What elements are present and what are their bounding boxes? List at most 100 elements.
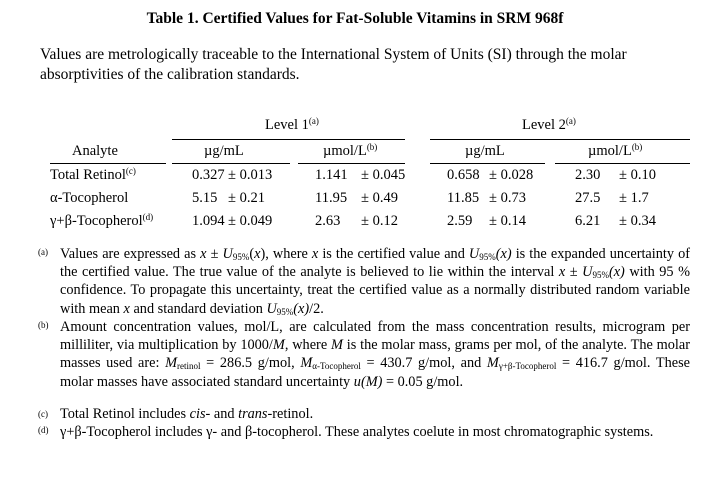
text-segment: trans xyxy=(238,406,268,422)
text-segment: M xyxy=(486,355,499,372)
text-segment: α-Tocopherol xyxy=(312,361,361,372)
text-segment: x xyxy=(123,300,130,317)
uncertainty: ± 0.028 xyxy=(489,167,534,183)
text-segment: retinol xyxy=(177,361,201,372)
text-segment: ), where xyxy=(260,246,312,262)
text-segment: is the certified value and xyxy=(318,246,469,262)
level-1-label: Level 1 xyxy=(265,117,309,133)
table-title: Table 1. Certified Values for Fat-Solubl… xyxy=(146,10,564,27)
certified-value: 1.094 xyxy=(192,213,225,229)
footnote-ref: (d) xyxy=(142,212,154,222)
header-rule xyxy=(555,163,690,164)
uncertainty: ± 0.10 xyxy=(619,167,656,183)
text-segment: (x) xyxy=(293,300,310,317)
text-segment: x xyxy=(311,246,319,262)
text-segment: 95% xyxy=(232,252,250,262)
unit-label: µmol/L xyxy=(323,143,367,159)
text-segment: x xyxy=(254,246,261,262)
table-cell: 2.63 ± 0.12 xyxy=(315,213,398,230)
table-cell: 11.85 ± 0.73 xyxy=(447,190,526,207)
level-1-rule xyxy=(172,139,405,140)
footnote-ref: (b) xyxy=(366,142,378,152)
uncertainty: ± 1.7 xyxy=(619,190,649,206)
footnote-label: (b) xyxy=(38,320,49,330)
certified-value: 2.30 xyxy=(575,167,601,183)
analyte-label: Total Retinol xyxy=(50,167,126,183)
uncertainty: ± 0.14 xyxy=(489,213,526,229)
table-cell: 2.59 ± 0.14 xyxy=(447,213,526,230)
certified-value: 6.21 xyxy=(575,213,601,229)
footnote-label: (d) xyxy=(38,425,49,435)
uncertainty: ± 0.12 xyxy=(361,213,398,229)
text-segment: (M) xyxy=(360,373,383,390)
header-rule xyxy=(298,163,405,164)
text-segment: (x) xyxy=(495,246,512,262)
footnote-d: γ+β-Tocopherol includes γ- and β-tocophe… xyxy=(60,424,654,440)
analyte-header: Analyte xyxy=(72,143,118,159)
footnote-ref: (a) xyxy=(308,116,319,126)
certified-value: 5.15 xyxy=(192,190,218,206)
text-segment: γ+β-Tocopherol xyxy=(498,361,557,372)
footnote-a: Values are expressed as x ± U95%(x), whe… xyxy=(60,245,690,318)
level-2-label: Level 2 xyxy=(522,117,566,133)
text-segment: Amount concentration values, mol/L, are … xyxy=(60,319,690,354)
certified-value: 0.658 xyxy=(447,167,480,183)
uncertainty: ± 0.21 xyxy=(228,190,265,206)
text-segment: is the molar mass, grams per mol, of the… xyxy=(60,337,690,372)
certified-value: 27.5 xyxy=(575,190,601,206)
certified-value: 2.59 xyxy=(447,213,473,229)
uncertainty: ± 0.73 xyxy=(489,190,526,206)
table-cell: 2.30 ± 0.10 xyxy=(575,167,656,184)
footnote-ref: (c) xyxy=(125,166,136,176)
text-segment: , where xyxy=(284,337,331,354)
footnote-label: (a) xyxy=(38,247,48,257)
footnote-c: Total Retinol includes cis- and trans-re… xyxy=(60,405,690,423)
text-segment: U xyxy=(266,300,277,317)
text-segment: with 95 % confidence. To propagate this … xyxy=(60,264,691,317)
text-segment: = 0.05 g/mol. xyxy=(382,373,464,390)
analyte-name: α-Tocopherol xyxy=(50,190,128,207)
unit-header: µg/mL xyxy=(465,143,505,159)
analyte-name: γ+β-Tocopherol(d) xyxy=(50,213,153,230)
uncertainty: ± 0.34 xyxy=(619,213,656,229)
unit-header: µmol/L(b) xyxy=(323,143,377,160)
header-rule xyxy=(50,163,166,164)
text-segment: ( xyxy=(249,246,255,262)
analyte-label: α-Tocopherol xyxy=(50,190,129,206)
certified-value: 11.85 xyxy=(447,190,480,206)
level-2-header: Level 2(a) xyxy=(522,117,576,134)
text-segment: 95% xyxy=(592,270,609,281)
text-segment: M xyxy=(300,355,313,372)
footnote-label: (c) xyxy=(38,409,48,419)
text-segment: = 286.5 g/mol, xyxy=(200,355,301,372)
text-segment: 95% xyxy=(479,252,496,262)
analyte-label: γ+β-Tocopherol xyxy=(50,213,143,229)
analyte-name: Total Retinol(c) xyxy=(50,167,136,184)
text-segment: ± xyxy=(565,264,583,281)
level-2-rule xyxy=(430,139,690,140)
text-segment: 95% xyxy=(276,306,294,317)
certified-value: 2.63 xyxy=(315,213,341,229)
certified-value: 1.141 xyxy=(315,167,348,183)
table-cell: 0.327 ± 0.013 xyxy=(192,167,272,184)
text-segment: ± xyxy=(206,246,223,262)
table-cell: 11.95 ± 0.49 xyxy=(315,190,398,207)
footnote-b: Amount concentration values, mol/L, are … xyxy=(60,318,690,391)
unit-header: µmol/L(b) xyxy=(588,143,642,160)
text-segment: /2. xyxy=(309,300,324,317)
header-rule xyxy=(172,163,290,164)
uncertainty: ± 0.013 xyxy=(228,167,273,183)
header-rule xyxy=(430,163,545,164)
text-segment: M xyxy=(165,355,178,372)
text-segment: U xyxy=(222,246,233,262)
text-segment: - and xyxy=(205,406,239,422)
text-segment: Total Retinol includes xyxy=(60,406,190,422)
text-segment: x xyxy=(558,264,566,281)
table-cell: 1.141 ± 0.045 xyxy=(315,167,405,184)
text-segment: (x) xyxy=(608,264,625,281)
table-cell: 0.658 ± 0.028 xyxy=(447,167,533,184)
text-segment: = 430.7 g/mol, and xyxy=(360,355,487,372)
text-segment: M xyxy=(272,337,285,354)
text-segment: U xyxy=(582,264,593,281)
unit-header: µg/mL xyxy=(204,143,244,159)
